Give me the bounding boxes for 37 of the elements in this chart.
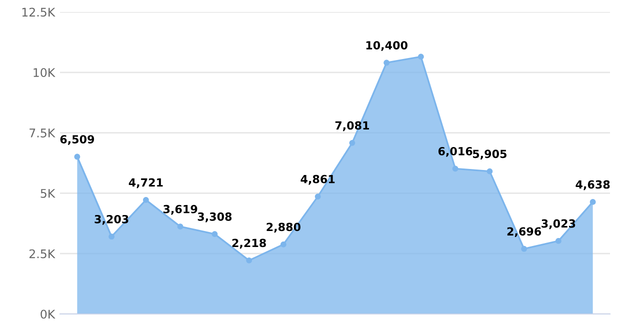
data-label: 2,880 (266, 222, 300, 233)
y-tick-label: 12.5K (22, 8, 56, 17)
point (280, 241, 286, 248)
data-label: 3,308 (198, 212, 232, 222)
data-label: 4,638 (576, 180, 610, 190)
point (452, 166, 458, 172)
point (349, 140, 356, 146)
y-tick-label: 0K (40, 310, 56, 319)
point (418, 54, 424, 60)
y-tick-label: 5K (40, 189, 56, 198)
data-label: 3,203 (94, 214, 128, 225)
point (555, 238, 562, 244)
data-label: 2,696 (507, 227, 542, 238)
data-label: 6,016 (438, 146, 472, 157)
data-label: 4,861 (300, 174, 335, 185)
y-tick-label: 7.5K (30, 128, 56, 138)
data-label: 10,400 (366, 41, 408, 51)
point (246, 257, 252, 264)
point (108, 234, 115, 240)
point (212, 231, 218, 238)
data-label: 7,081 (335, 121, 369, 132)
point (74, 154, 80, 160)
data-label: 4,721 (128, 178, 163, 188)
point (384, 60, 390, 66)
point (590, 199, 596, 205)
point (521, 246, 528, 252)
point (486, 168, 493, 174)
point (177, 224, 184, 230)
data-label: 3,619 (163, 204, 198, 215)
data-label: 5,905 (472, 150, 506, 160)
data-label: 3,023 (542, 219, 576, 230)
data-label: 2,218 (232, 238, 266, 249)
point (314, 194, 321, 200)
y-tick-label: 10K (34, 68, 56, 78)
y-tick-label: 2.5K (29, 249, 56, 258)
point (142, 196, 149, 203)
data-label: 6,509 (60, 135, 94, 145)
